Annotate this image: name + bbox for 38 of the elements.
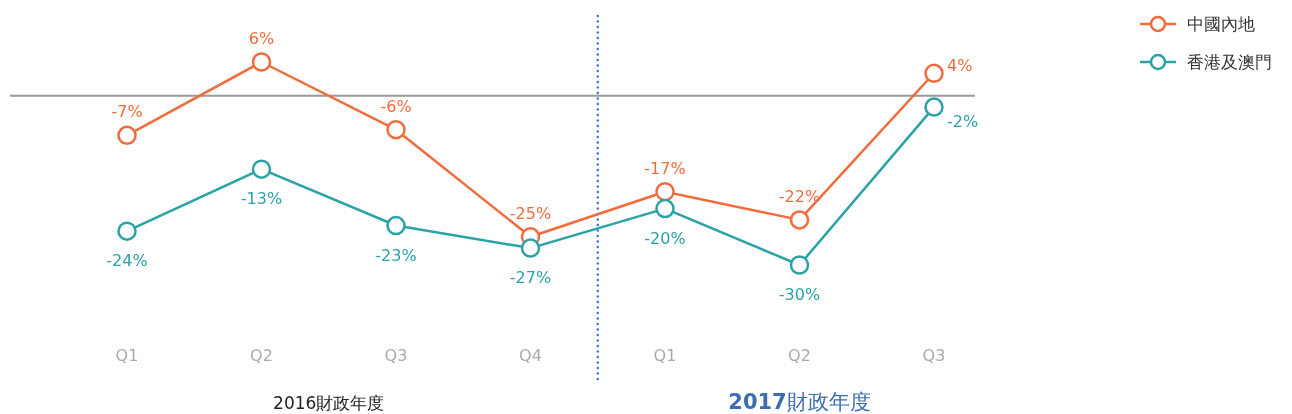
data-label: 6%: [248, 29, 275, 48]
point: [386, 215, 406, 236]
x-tick-label: Q4: [519, 346, 542, 365]
text: 2017財政年度: [728, 390, 871, 414]
data-label: -23%: [375, 245, 417, 265]
x-tick-label: Q2: [788, 346, 811, 365]
legend-label: 香港及澳門: [1187, 52, 1272, 72]
data-label: -25%: [509, 203, 552, 223]
point: [117, 125, 137, 146]
point: [655, 181, 675, 202]
x-tick-label: Q1: [115, 346, 139, 365]
data-label: -2%: [947, 112, 979, 132]
x-tick-label: Q3: [922, 346, 946, 365]
data-label: -7%: [111, 102, 143, 122]
text: 2016財政年度: [273, 393, 385, 413]
data-label: -17%: [644, 158, 686, 178]
legend-label: 中國內地: [1187, 14, 1255, 34]
point: [924, 63, 944, 84]
data-label: -27%: [509, 268, 552, 288]
point: [789, 210, 810, 230]
x-tick-label: Q2: [250, 346, 273, 365]
point: [520, 238, 541, 258]
point: [789, 255, 810, 275]
point: [117, 221, 137, 241]
data-label: -13%: [240, 189, 283, 209]
data-label: -30%: [778, 285, 821, 304]
point: [251, 159, 272, 179]
data-label: -22%: [778, 186, 821, 206]
point: [251, 52, 272, 72]
point: [386, 119, 406, 140]
data-label: -24%: [106, 251, 148, 271]
data-label: 4%: [947, 56, 973, 76]
x-tick-label: Q3: [384, 346, 408, 365]
point: [924, 97, 944, 117]
point: [655, 198, 675, 219]
data-label: -6%: [380, 96, 412, 116]
x-tick-label: Q1: [653, 346, 677, 365]
data-label: -20%: [644, 228, 686, 248]
